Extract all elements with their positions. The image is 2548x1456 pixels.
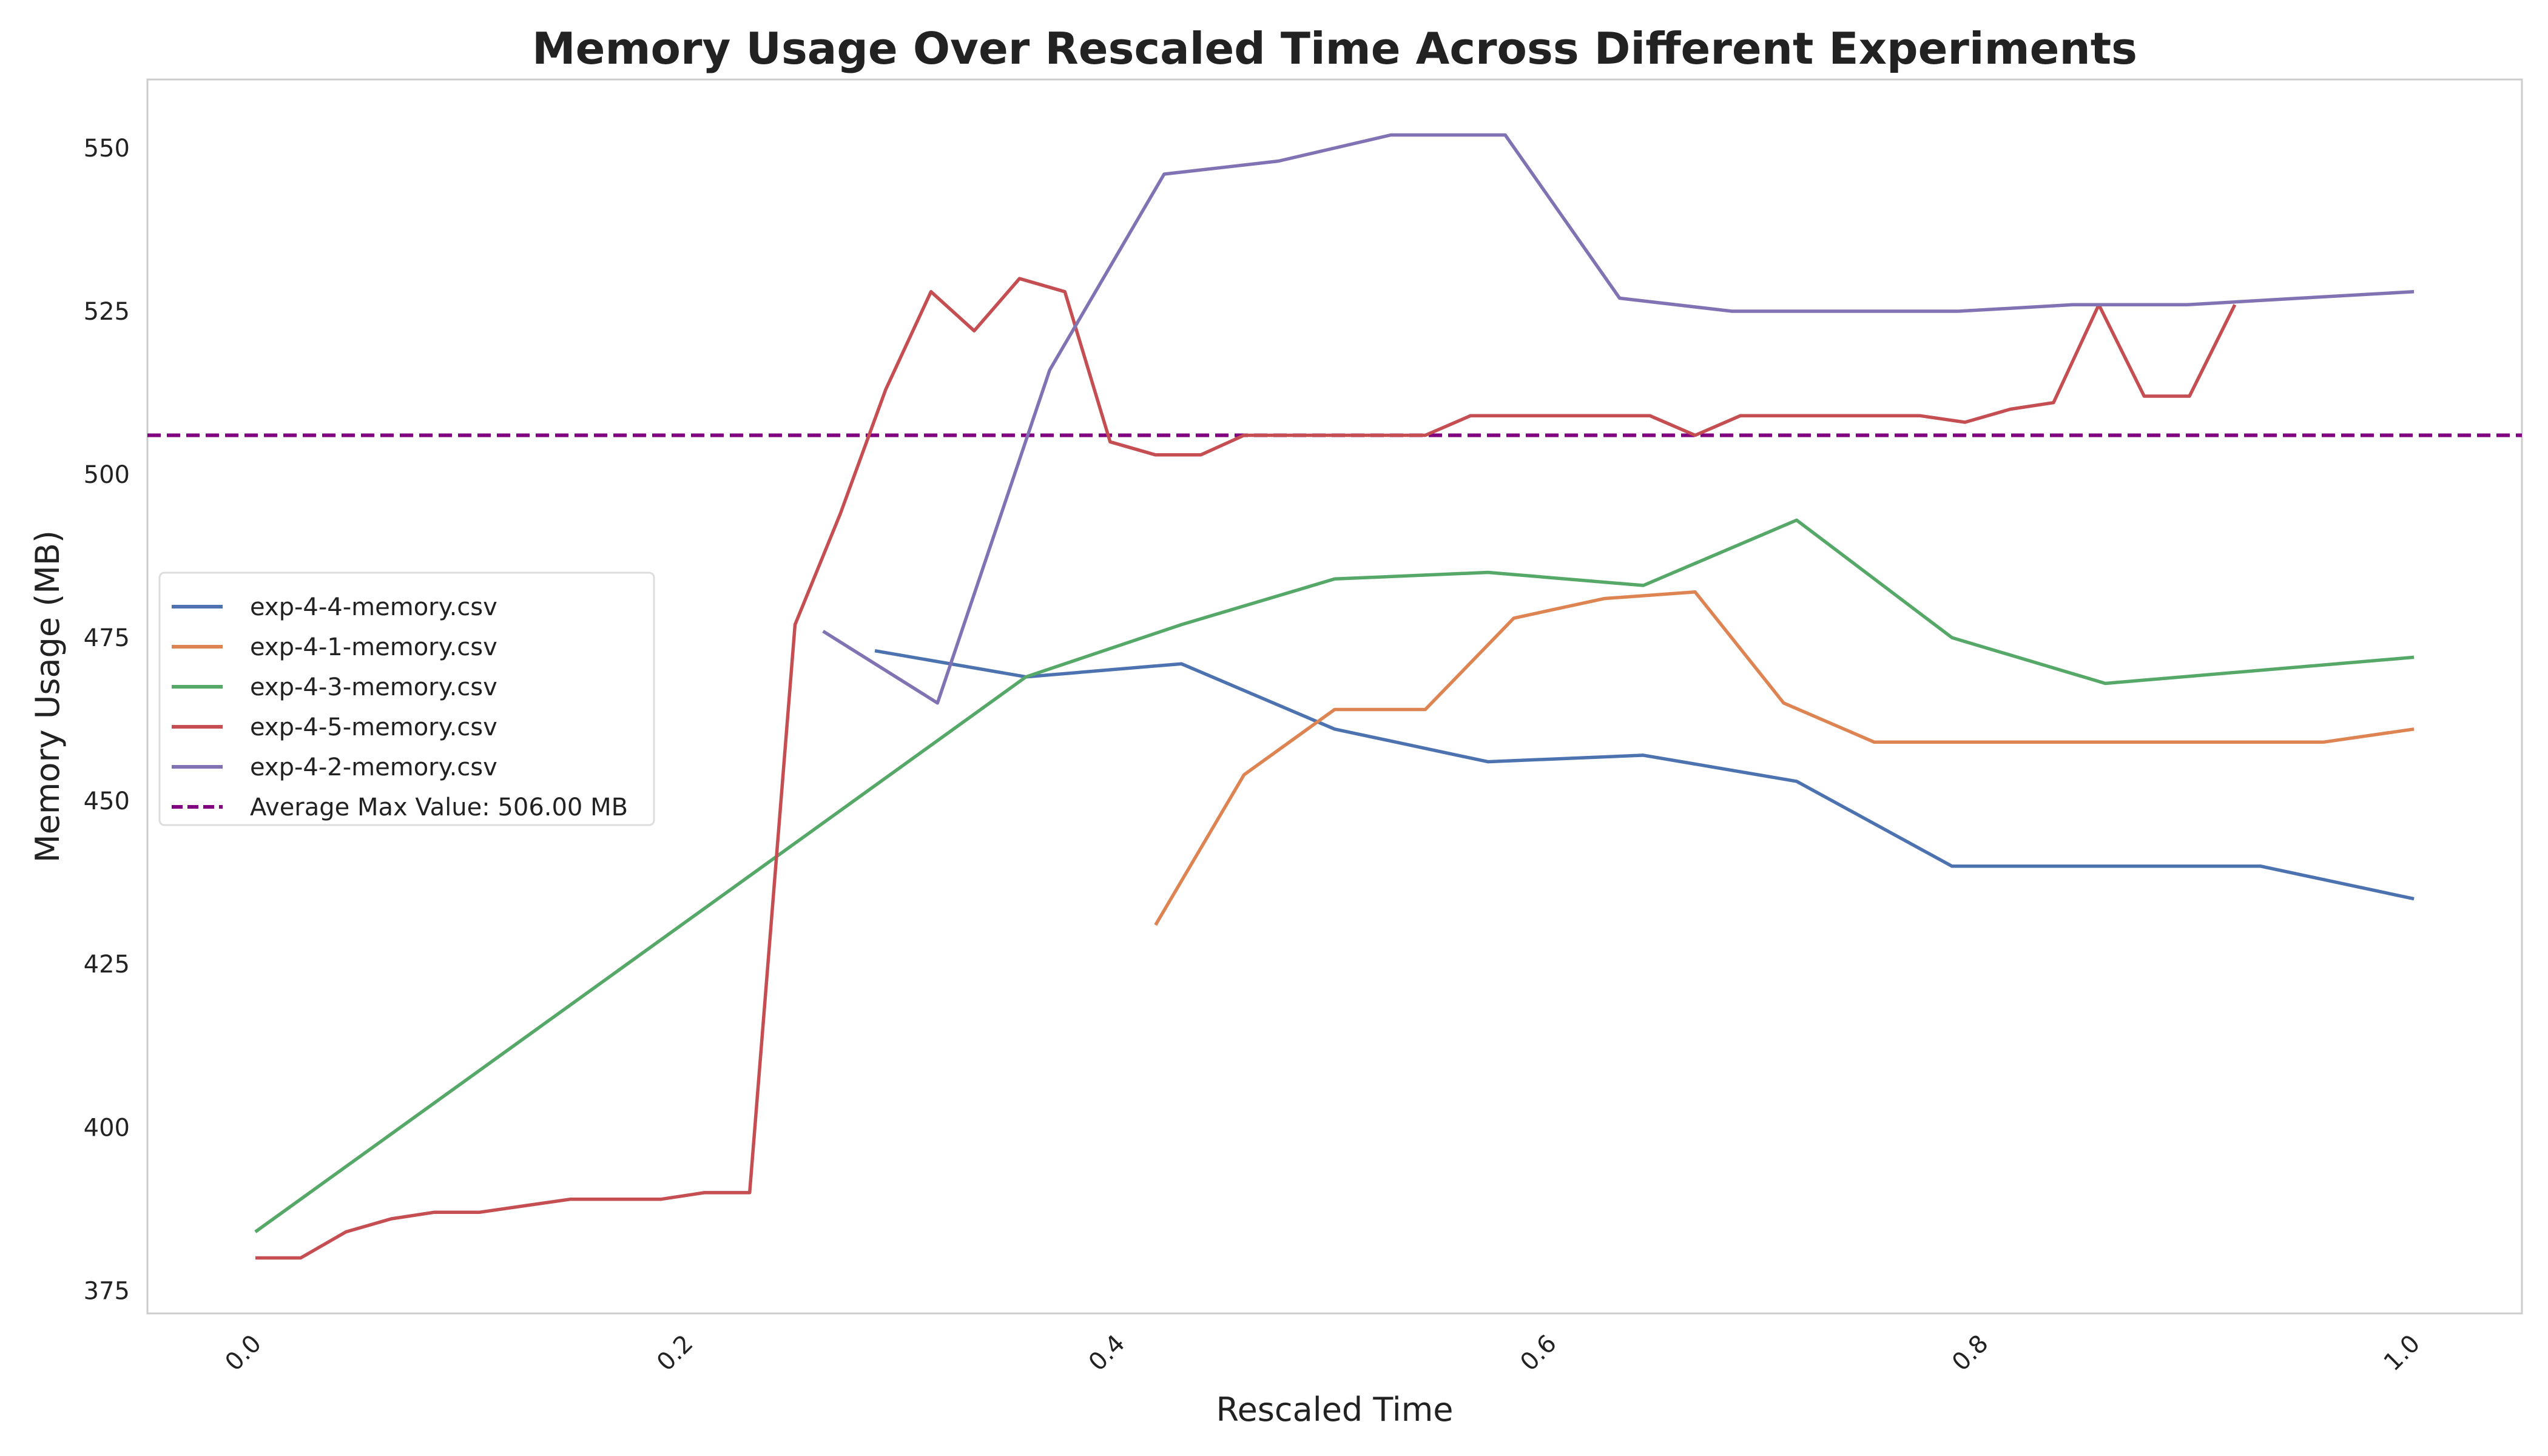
y-tick-label: 375 <box>84 1277 130 1305</box>
y-axis-label: Memory Usage (MB) <box>29 530 67 863</box>
legend-label: exp-4-4-memory.csv <box>250 593 497 621</box>
legend-label: exp-4-2-memory.csv <box>250 753 497 781</box>
y-tick-label: 450 <box>84 787 130 815</box>
legend-label: exp-4-3-memory.csv <box>250 673 497 701</box>
series-line-3 <box>254 518 2415 1233</box>
series-line-5 <box>822 133 2415 705</box>
y-tick-label: 425 <box>84 951 130 979</box>
series-line-1 <box>874 649 2415 901</box>
legend-label: exp-4-1-memory.csv <box>250 633 497 661</box>
chart-title: Memory Usage Over Rescaled Time Across D… <box>532 23 2137 74</box>
legend-label: Average Max Value: 506.00 MB <box>250 794 628 821</box>
legend-label: exp-4-5-memory.csv <box>250 713 497 741</box>
y-tick-label: 500 <box>84 461 130 489</box>
y-axis-ticks: 375 400 425 450 475 500 525 550 <box>84 135 130 1305</box>
series-line-2 <box>1154 590 2415 926</box>
x-axis-label: Rescaled Time <box>1216 1390 1453 1429</box>
y-tick-label: 550 <box>84 135 130 163</box>
series-line-4 <box>255 277 2237 1260</box>
y-tick-label: 525 <box>84 298 130 326</box>
y-tick-label: 400 <box>84 1114 130 1142</box>
y-tick-label: 475 <box>84 624 130 652</box>
series-layer <box>254 133 2415 1260</box>
legend: exp-4-4-memory.csv exp-4-1-memory.csv exp-… <box>158 571 655 826</box>
legend-box <box>158 571 655 826</box>
